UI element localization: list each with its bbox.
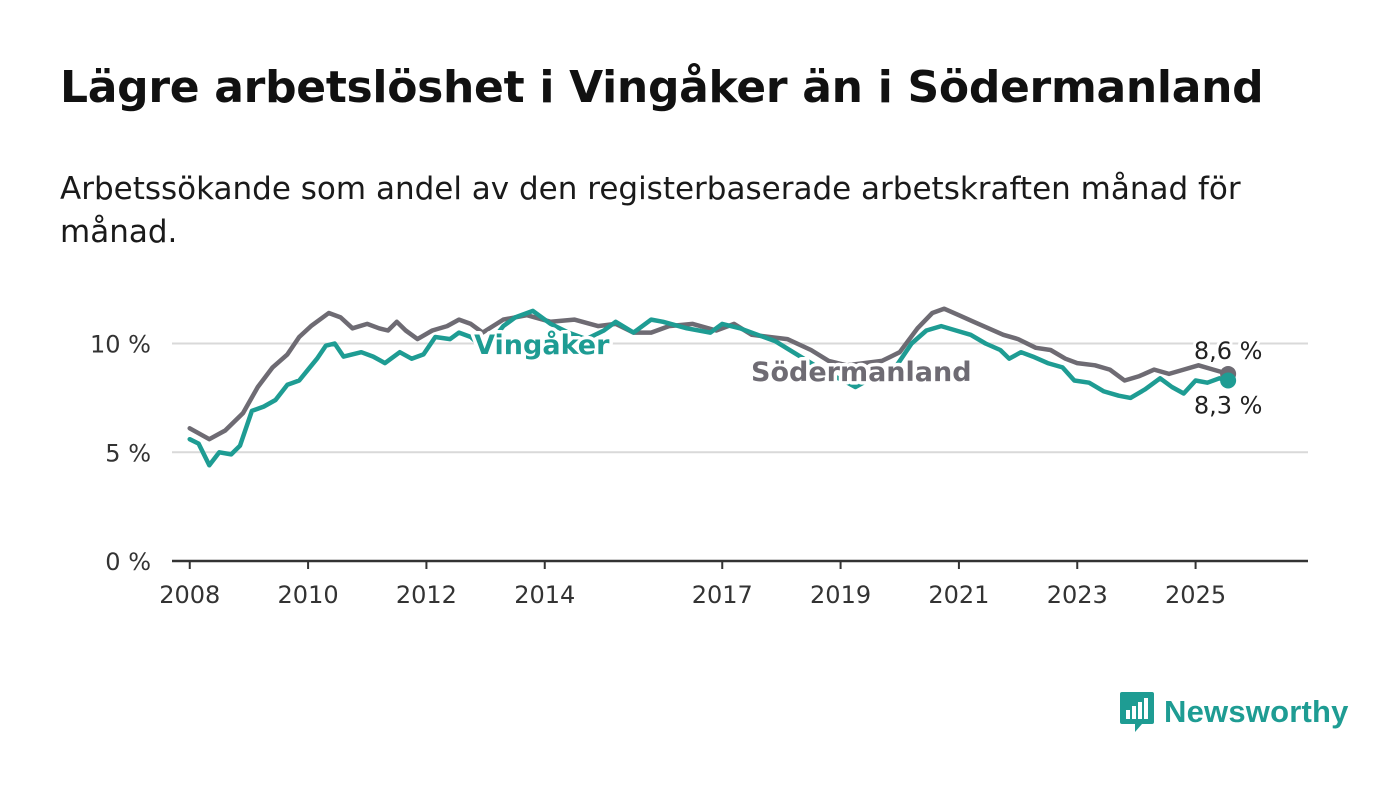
y-tick-label: 0 % — [105, 548, 151, 576]
x-tick-label: 2023 — [1047, 581, 1108, 609]
y-tick-label: 5 % — [105, 439, 151, 467]
end-value-label-vingaker: 8,3 % — [1194, 391, 1263, 419]
chart-title: Lägre arbetslöshet i Vingåker än i Söder… — [60, 62, 1264, 113]
series-line-södermanland — [187, 306, 1231, 442]
labels: Vingåker Södermanland 8,6 % 8,3 % — [471, 326, 1266, 423]
axes: 0 % 5 % 10 % 2008 2010 2012 2014 2017 2019 2021 20… — [90, 331, 1308, 609]
end-point-vingåker — [1220, 372, 1237, 389]
series-line-vingåker — [187, 308, 1231, 468]
x-tick-label: 2025 — [1165, 581, 1226, 609]
x-tick-label: 2012 — [396, 581, 457, 609]
x-tick-label: 2021 — [928, 581, 989, 609]
x-tick-label: 2019 — [810, 581, 871, 609]
gridlines — [172, 342, 1308, 454]
series-lines — [187, 306, 1237, 468]
line-chart: 0 % 5 % 10 % 2008 2010 2012 2014 2017 2019 2021 20… — [90, 306, 1308, 609]
brand-name: Newsworthy — [1164, 694, 1349, 729]
chart-subtitle: Arbetssökande som andel av den registerb… — [60, 171, 1241, 250]
series-label-sodermanland: Södermanland — [751, 357, 972, 388]
end-value-label-sodermanland: 8,6 % — [1194, 337, 1263, 365]
y-tick-label: 10 % — [90, 331, 151, 359]
x-tick-label: 2017 — [692, 581, 753, 609]
newsworthy-logo-icon — [1120, 692, 1154, 732]
series-label-vingaker: Vingåker — [474, 329, 610, 361]
x-tick-label: 2010 — [278, 581, 339, 609]
x-tick-label: 2014 — [514, 581, 575, 609]
x-tick-label: 2008 — [159, 581, 220, 609]
newsworthy-brand[interactable]: Newsworthy — [1118, 690, 1349, 734]
